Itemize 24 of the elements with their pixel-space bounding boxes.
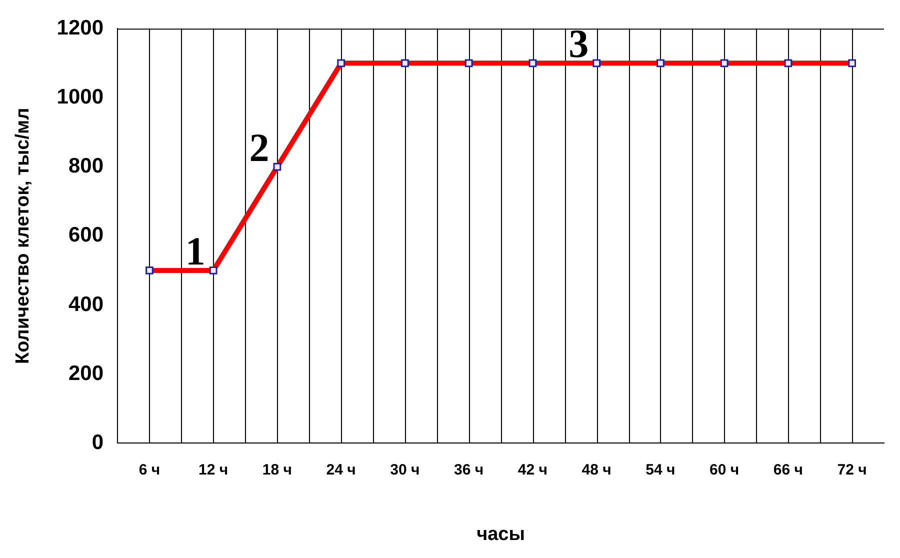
x-tick-label: 60 ч <box>710 461 740 478</box>
x-tick-label: 18 ч <box>262 461 292 478</box>
y-tick-label: 800 <box>68 154 104 178</box>
annotation: 1 <box>185 228 206 274</box>
y-axis-title: Количество клеток, тыс/мл <box>12 108 34 364</box>
x-tick-label: 12 ч <box>198 461 228 478</box>
y-tick-label: 600 <box>68 224 104 247</box>
y-tick-label: 200 <box>68 362 104 385</box>
x-tick-label: 42 ч <box>518 461 548 478</box>
x-axis-title: часы <box>476 524 525 545</box>
y-tick-label: 0 <box>92 430 104 454</box>
annotation: 2 <box>249 124 270 170</box>
y-tick-label: 400 <box>68 292 104 316</box>
x-tick-label: 48 ч <box>582 461 612 478</box>
x-tick-label: 54 ч <box>646 461 676 478</box>
y-tick-label: 1200 <box>56 16 104 40</box>
x-tick-label: 6 ч <box>138 461 160 478</box>
x-tick-label: 36 ч <box>454 461 484 478</box>
x-tick-label: 66 ч <box>773 461 803 478</box>
y-tick-label: 1000 <box>56 85 104 108</box>
annotation: 3 <box>568 21 589 66</box>
x-tick-label: 24 ч <box>326 461 356 478</box>
x-tick-label: 72 ч <box>837 461 867 478</box>
x-tick-label: 30 ч <box>390 461 420 478</box>
